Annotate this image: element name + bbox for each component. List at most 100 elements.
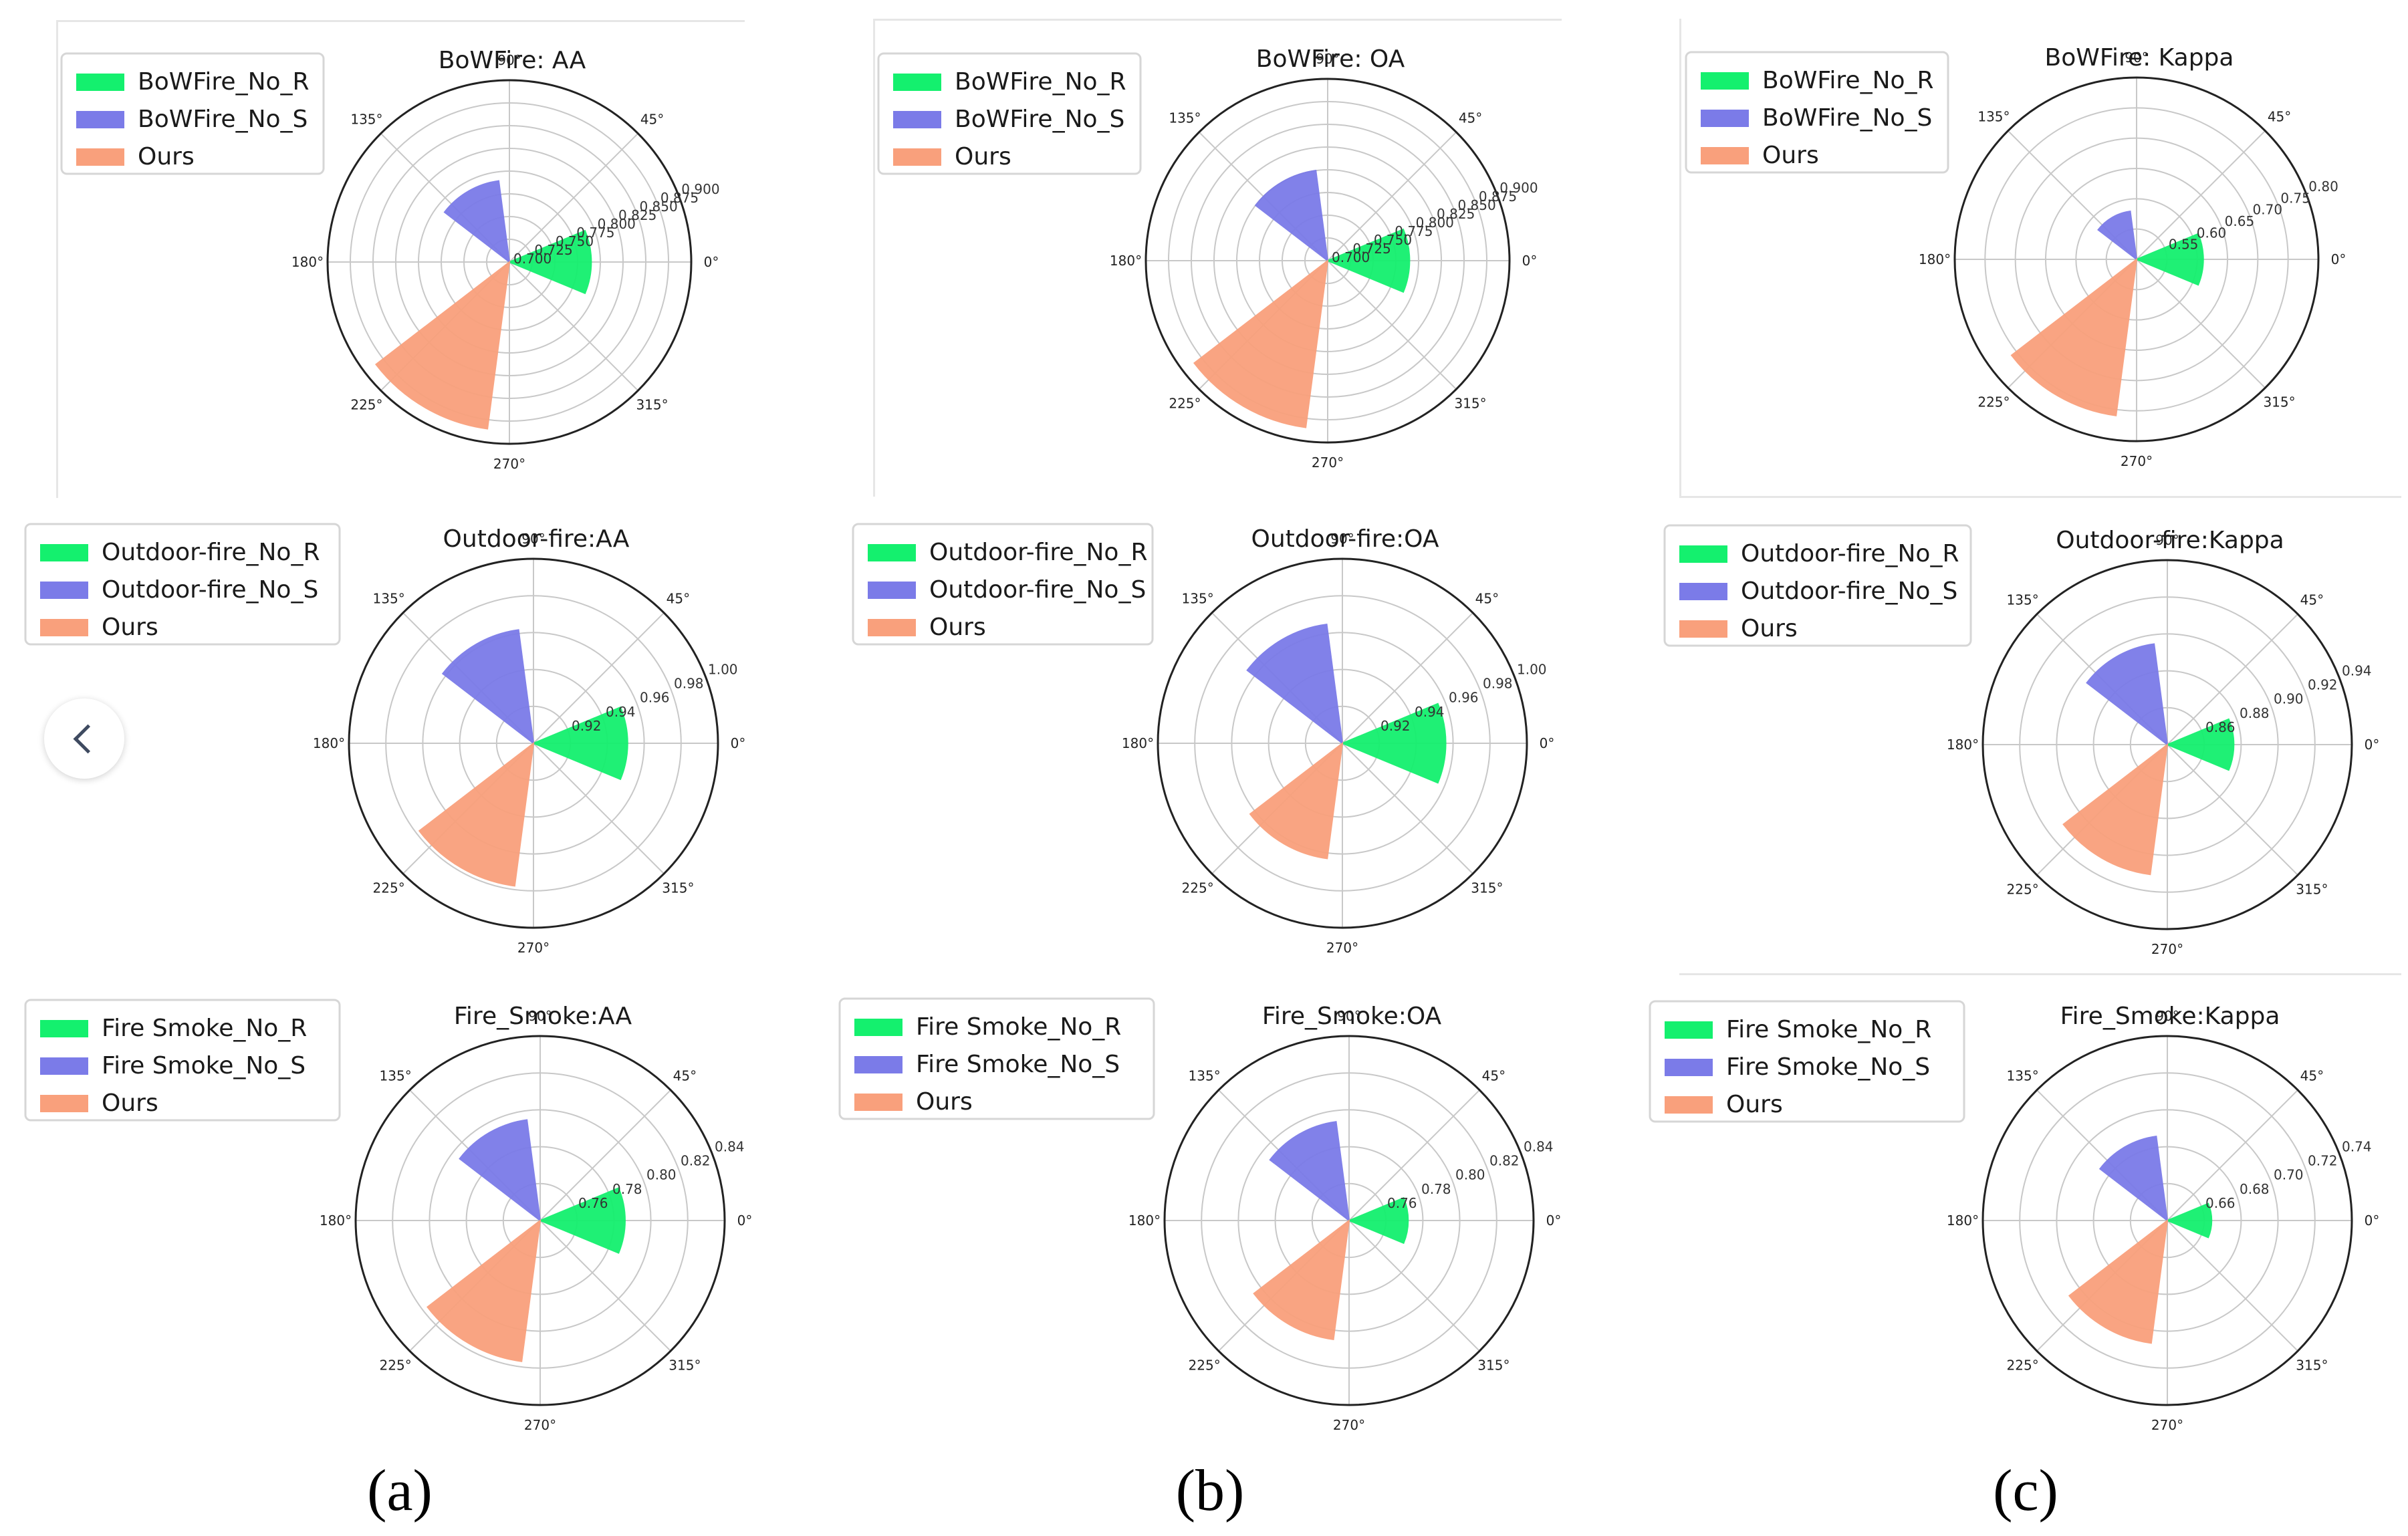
- radial-tick-label: 0.94: [1415, 704, 1445, 720]
- radial-tick-label: 0.98: [674, 676, 704, 692]
- angle-tick-label: 180°: [1110, 253, 1142, 269]
- panel-border: [1679, 973, 2401, 975]
- angle-tick-label: 0°: [2331, 251, 2346, 267]
- wedge-ours: [2068, 1219, 2169, 1344]
- wedge-no-s: [1269, 1121, 1350, 1223]
- angle-tick-label: 45°: [667, 591, 690, 607]
- angle-tick-label: 315°: [662, 880, 694, 896]
- polar-spine: [1145, 78, 1511, 444]
- legend-swatch: [1665, 1096, 1713, 1114]
- angle-tick-label: 45°: [2268, 108, 2291, 124]
- previous-button[interactable]: [44, 698, 124, 779]
- wedge-no-r: [1340, 702, 1447, 784]
- radial-tick-label: 0.80: [646, 1167, 677, 1183]
- panel-border: [56, 20, 745, 22]
- wedge-no-s: [441, 629, 535, 745]
- panel-border: [873, 19, 875, 497]
- angle-tick-label: 135°: [380, 1068, 412, 1084]
- angle-tick-label: 135°: [2007, 1068, 2039, 1084]
- legend-label: Ours: [138, 143, 195, 170]
- chevron-left-icon: [73, 724, 102, 753]
- angle-tick-label: 315°: [2263, 394, 2295, 410]
- wedge-no-r: [2165, 1202, 2213, 1239]
- radial-tick-label: 0.875: [1479, 188, 1517, 205]
- radial-tick-label: 0.825: [1437, 206, 1475, 222]
- legend-swatch: [40, 582, 88, 599]
- legend: BoWFire_No_R BoWFire_No_S Ours: [1685, 51, 1949, 174]
- legend-swatch: [854, 1019, 902, 1036]
- legend-frame: [852, 523, 1154, 646]
- radial-tick-label: 0.900: [1499, 180, 1538, 196]
- wedge-no-r: [1347, 1196, 1409, 1245]
- legend-label: Outdoor-fire_No_S: [102, 576, 318, 604]
- polar-chart: 0.760.780.800.820.84 0° 45° 90° 135° 180° 225°…: [838, 997, 1562, 1433]
- legend: Fire Smoke_No_R Fire Smoke_No_S Ours: [838, 997, 1155, 1120]
- legend-label: Ours: [916, 1088, 973, 1116]
- legend-swatch: [76, 74, 124, 91]
- angle-tick-label: 315°: [2296, 881, 2328, 897]
- angle-tick-label: 180°: [1128, 1212, 1161, 1229]
- legend-frame: [1649, 1000, 1965, 1123]
- legend-swatch: [1679, 620, 1727, 638]
- legend-swatch: [1665, 1059, 1713, 1076]
- legend-label: BoWFire_No_R: [955, 68, 1126, 96]
- legend: BoWFire_No_R BoWFire_No_S Ours: [877, 52, 1142, 175]
- polar-chart: 0.860.880.900.920.94 0° 45° 90° 135° 180° 225°…: [1663, 524, 2379, 957]
- radial-tick-label: 0.94: [606, 704, 636, 720]
- wedge-no-r: [538, 1187, 626, 1254]
- legend-swatch: [40, 619, 88, 636]
- polar-spine: [1953, 76, 2320, 442]
- radial-tick-label: 0.82: [681, 1153, 711, 1169]
- wedge-ours: [374, 260, 511, 430]
- legend-label: BoWFire_No_S: [955, 106, 1124, 133]
- radial-tick-label: 0.80: [2308, 178, 2338, 195]
- chart-title: Fire_Smoke:Kappa: [2060, 1003, 2280, 1030]
- radial-tick-label: 0.700: [1332, 249, 1370, 265]
- angle-tick-label: 0°: [1546, 1212, 1562, 1229]
- radial-tick-label: 0.825: [618, 207, 656, 223]
- angle-tick-label: 270°: [1333, 1417, 1365, 1433]
- chart-title: Outdoor-fire:OA: [1251, 525, 1439, 553]
- angle-tick-label: 270°: [1312, 455, 1344, 471]
- legend-swatch: [854, 1094, 902, 1111]
- grid-spoke: [2136, 130, 2266, 260]
- caption-c: (c): [1993, 1458, 2058, 1523]
- legend-frame: [877, 52, 1142, 175]
- radial-tick-label: 0.88: [2240, 705, 2270, 721]
- wedge-no-s: [459, 1119, 541, 1223]
- legend-label: Fire Smoke_No_R: [916, 1013, 1121, 1041]
- radial-tick-label: 0.725: [1352, 241, 1391, 257]
- wedge-ours: [418, 741, 535, 887]
- angle-tick-label: 315°: [669, 1357, 701, 1373]
- legend-swatch: [868, 619, 916, 636]
- caption-a: (a): [367, 1458, 433, 1523]
- wedge-no-s: [1254, 170, 1329, 263]
- wedge-no-s: [2098, 1136, 2169, 1223]
- legend: Fire Smoke_No_R Fire Smoke_No_S Ours: [1649, 1000, 1965, 1123]
- radial-tick-label: 0.750: [556, 233, 594, 249]
- panel-border: [1679, 19, 1681, 497]
- legend-swatch: [893, 111, 941, 128]
- chart-title: Outdoor-fire:AA: [443, 525, 630, 553]
- radial-tick-label: 0.78: [612, 1181, 642, 1197]
- radial-tick-label: 0.96: [640, 690, 670, 706]
- legend-swatch: [76, 111, 124, 128]
- angle-tick-label: 315°: [1477, 1357, 1510, 1373]
- angle-tick-label: 90°: [2155, 532, 2179, 548]
- radial-tick-label: 0.75: [2280, 190, 2310, 206]
- wedge-ours: [426, 1219, 541, 1362]
- radial-tick-label: 0.900: [681, 181, 719, 197]
- angle-tick-label: 270°: [2121, 453, 2153, 469]
- angle-tick-label: 135°: [350, 111, 382, 127]
- angle-tick-label: 0°: [1522, 253, 1538, 269]
- grid-spoke: [2167, 744, 2298, 876]
- polar-chart: 0.660.680.700.720.74 0° 45° 90° 135° 180° 225°…: [1649, 1000, 2379, 1433]
- angle-tick-label: 315°: [1471, 880, 1503, 896]
- angle-tick-label: 135°: [1189, 1068, 1221, 1084]
- angle-tick-label: 90°: [1330, 531, 1354, 547]
- legend-swatch: [1679, 545, 1727, 563]
- legend-swatch: [40, 1057, 88, 1075]
- legend-swatch: [76, 148, 124, 166]
- angle-tick-label: 225°: [1189, 1357, 1221, 1373]
